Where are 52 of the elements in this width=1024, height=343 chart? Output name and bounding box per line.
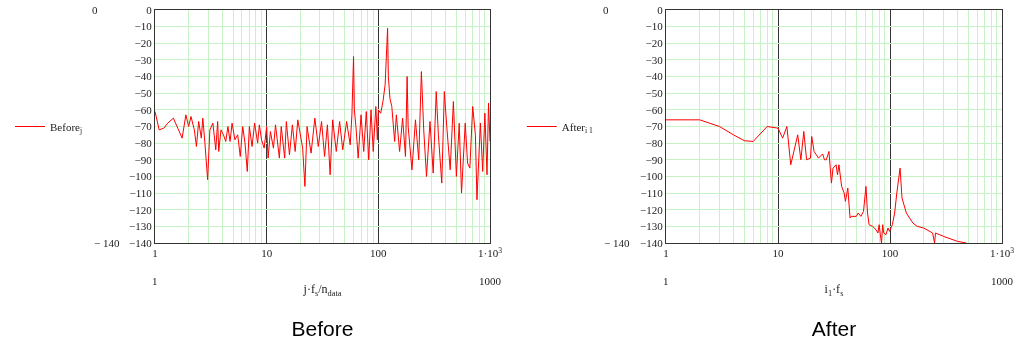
y-tick-label: −90 (645, 153, 664, 166)
text: − 140 (94, 237, 120, 249)
y-tick-label: −80 (645, 136, 664, 149)
y-tick-label: −50 (134, 87, 153, 100)
y-tick-label: −30 (645, 53, 664, 66)
x-tick-label: 10 (772, 247, 784, 260)
y-tick-label: −30 (134, 53, 153, 66)
y-tick-label: −50 (645, 87, 664, 100)
y-tick-label: −20 (134, 37, 153, 50)
text: 1000 (991, 275, 1014, 287)
x-tick-label: 100 (370, 247, 388, 260)
legend-label: Before$_{j}$ (50, 120, 83, 136)
x-axis-title: i$_{1}$·f$_{s}$ (824, 282, 844, 298)
y-tick-label: −40 (134, 70, 153, 83)
x-tick-label: 1 (663, 247, 669, 260)
x-tick-label: 1·10$^{3}$ (477, 245, 503, 260)
y-tick-label: −110 (129, 186, 153, 199)
text: 0 (603, 4, 609, 16)
y-tick-label: −140 (129, 236, 153, 249)
x-axis-title: j·f$_{s}$/n$_{data}$ (302, 282, 342, 298)
x-tick-label: 1 (152, 247, 158, 260)
x-tick-label: 100 (881, 247, 899, 260)
x-tick-label: 1·10$^{3}$ (989, 245, 1015, 260)
y-tick-label: −130 (640, 220, 664, 233)
text: 0 (92, 4, 98, 16)
y-tick-label: −90 (134, 153, 153, 166)
y-tick-label: −110 (640, 186, 664, 199)
y-tick-label: −130 (129, 220, 153, 233)
text: After (811, 317, 857, 341)
x-tick-label: 10 (261, 247, 273, 260)
text: 1 (663, 275, 669, 287)
y-tick-label: −140 (640, 236, 664, 249)
text: Before (291, 317, 354, 341)
y-tick-label: 0 (146, 3, 153, 16)
y-tick-label: −20 (645, 37, 664, 50)
y-tick-label: −120 (640, 203, 664, 216)
y-tick-label: −60 (134, 103, 153, 116)
text: 1000 (479, 275, 502, 287)
y-tick-label: −10 (645, 20, 664, 33)
y-tick-label: −40 (645, 70, 664, 83)
y-tick-label: −10 (134, 20, 153, 33)
y-tick-label: −70 (645, 120, 664, 133)
y-tick-label: −100 (129, 170, 153, 183)
y-tick-label: 0 (657, 3, 664, 16)
y-tick-label: −70 (134, 120, 153, 133)
y-tick-label: −120 (129, 203, 153, 216)
y-tick-label: −80 (134, 136, 153, 149)
text: − 140 (604, 237, 630, 249)
y-tick-label: −60 (645, 103, 664, 116)
text: 1 (152, 275, 158, 287)
legend-label: After$_{i 1}$ (561, 120, 594, 136)
y-tick-label: −100 (640, 170, 664, 183)
